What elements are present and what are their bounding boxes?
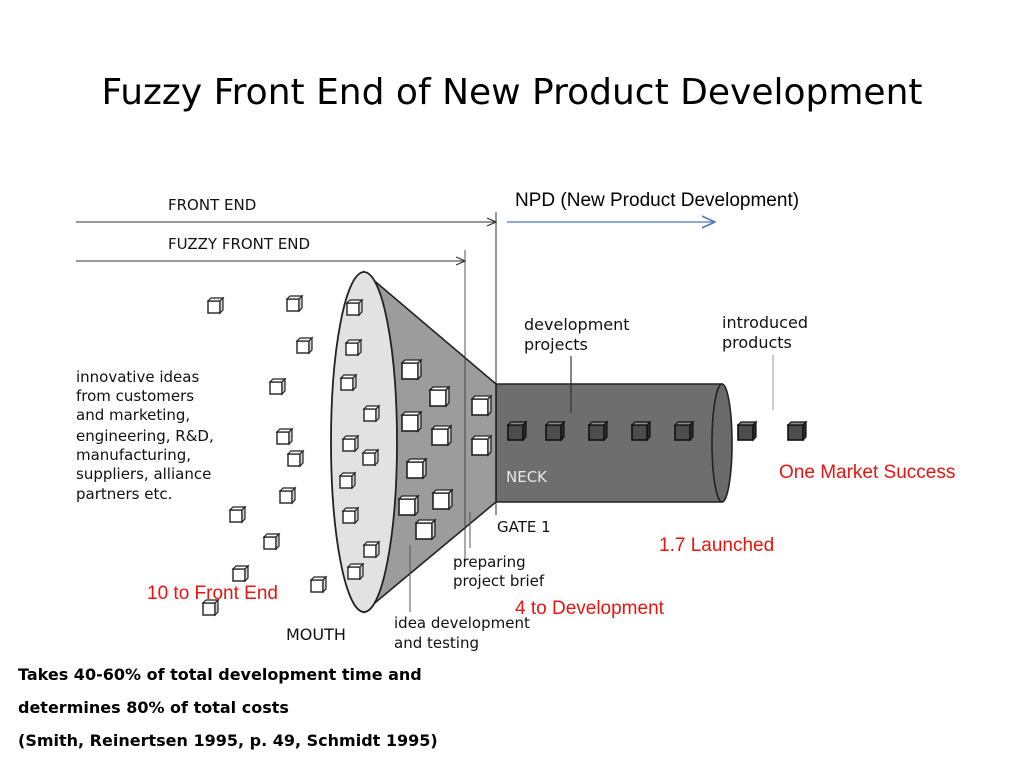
idea-cubes-outside [202, 295, 327, 616]
front-end-label: FRONT END [168, 196, 256, 214]
launched-count: 1.7 Launched [659, 535, 774, 556]
introduced-products-label: introduced [722, 313, 808, 332]
idea-development-label: and testing [394, 634, 479, 652]
development-projects-label: projects [524, 335, 588, 354]
preparing-brief-label: preparing [453, 553, 526, 571]
ideas-line: partners etc. [76, 485, 172, 503]
gate-label: GATE 1 [497, 518, 551, 536]
ideas-line: and marketing, [76, 406, 190, 424]
ideas-line: engineering, R&D, [76, 427, 214, 445]
npd-label: NPD (New Product Development) [515, 190, 799, 211]
ideas-line: from customers [76, 387, 194, 405]
funnel-mouth [330, 271, 398, 613]
ideas-line: innovative ideas [76, 368, 199, 386]
mouth-label: MOUTH [286, 625, 346, 644]
neck-label: NECK [506, 468, 548, 486]
footer-line: Takes 40-60% of total development time a… [18, 665, 422, 684]
preparing-brief-label: project brief [453, 572, 545, 590]
introduced-products-label: products [722, 333, 792, 352]
idea-development-label: idea development [394, 614, 530, 632]
footer-note: Takes 40-60% of total development time a… [18, 658, 438, 757]
front-end-count: 10 to Front End [147, 583, 278, 604]
development-count: 4 to Development [515, 598, 665, 619]
introduced-product-cubes [737, 421, 807, 441]
innovative-ideas-text: innovative ideas from customers and mark… [76, 368, 214, 503]
market-success: One Market Success [779, 462, 955, 483]
page-title: Fuzzy Front End of New Product Developme… [101, 72, 923, 113]
neck-end [711, 383, 733, 503]
footer-line: determines 80% of total costs [18, 698, 289, 717]
ideas-line: manufacturing, [76, 446, 191, 464]
ideas-line: suppliers, alliance [76, 465, 211, 483]
footer-line: (Smith, Reinertsen 1995, p. 49, Schmidt … [18, 731, 438, 750]
fuzzy-front-end-label: FUZZY FRONT END [168, 235, 310, 253]
development-projects-label: development [524, 315, 630, 334]
